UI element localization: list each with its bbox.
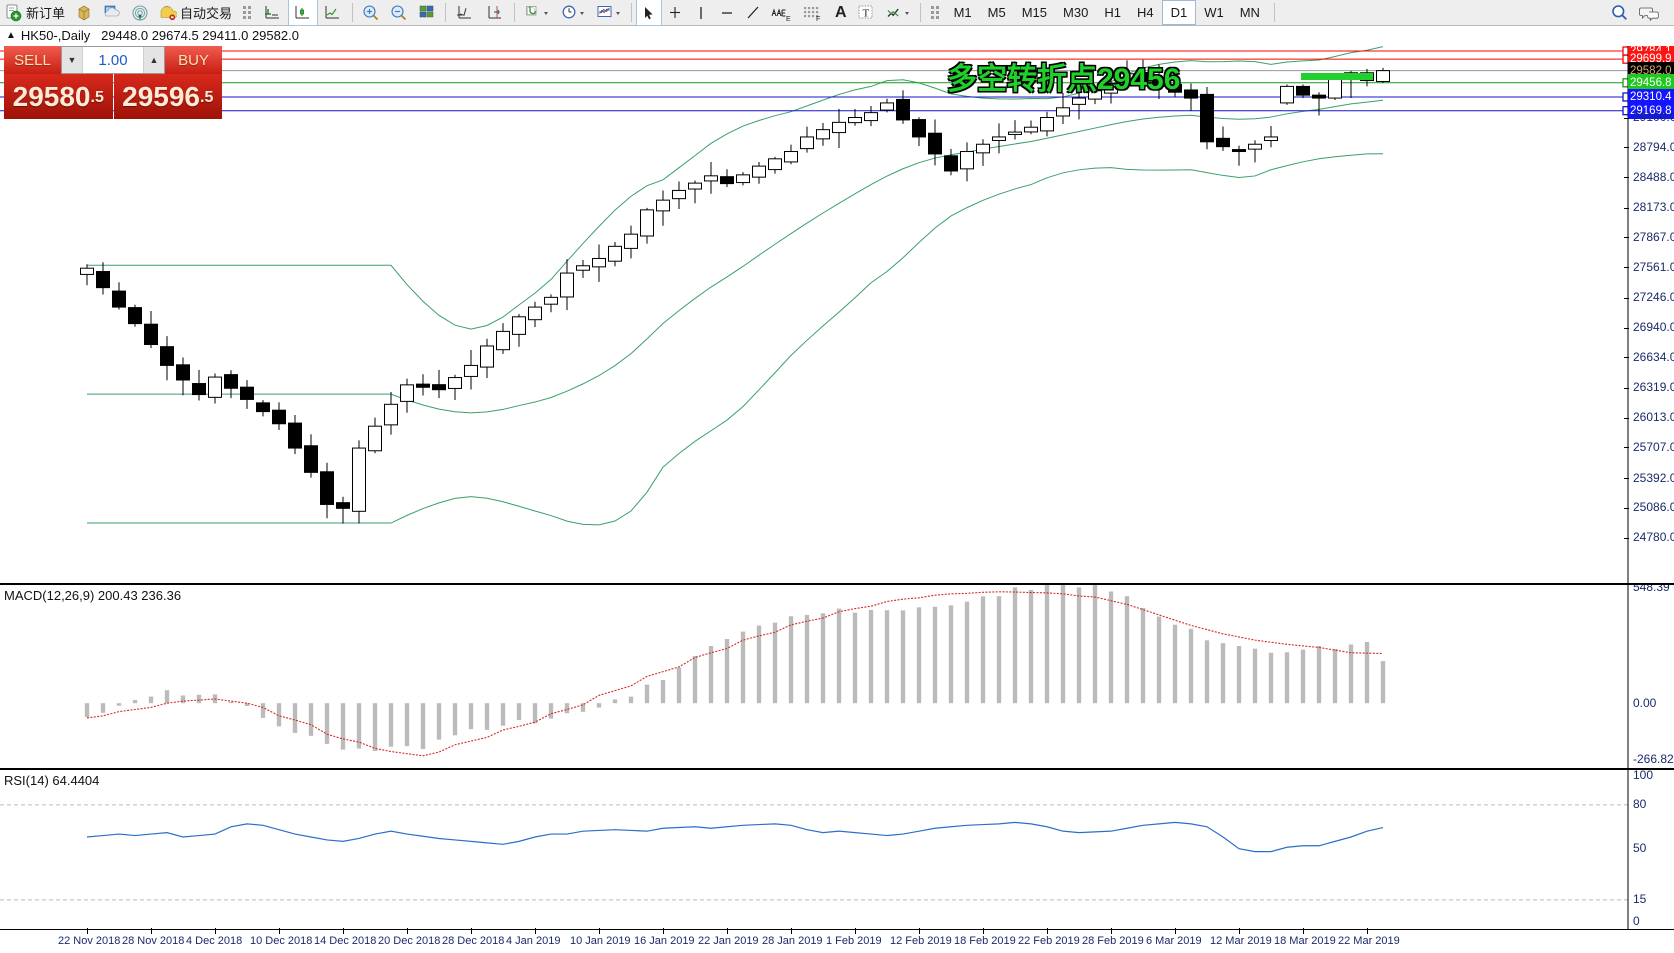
svg-text:T: T (862, 7, 869, 19)
svg-text:E: E (786, 16, 791, 22)
svg-text:F: F (816, 16, 820, 22)
